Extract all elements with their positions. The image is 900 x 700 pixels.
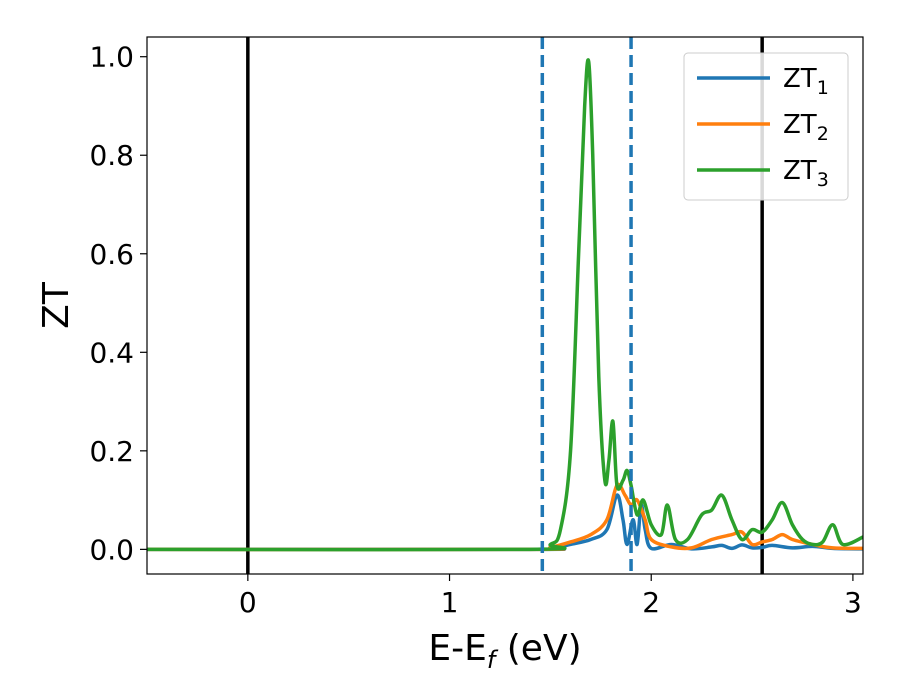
series-line-zt2	[147, 482, 863, 552]
y-tick-label: 0.2	[89, 435, 134, 468]
x-tick-label: 1	[441, 586, 459, 619]
y-tick-label: 1.0	[89, 41, 134, 74]
y-axis-label: ZT	[36, 281, 77, 329]
x-tick-label: 0	[239, 586, 257, 619]
plot-frame	[146, 36, 864, 575]
series-line-zt3	[147, 58, 863, 552]
y-tick-label: 0.0	[89, 533, 134, 566]
legend: ZT1 ZT2 ZT3	[683, 52, 849, 201]
x-tick-label: 2	[642, 586, 660, 619]
axis-ticks: 0 1 2 3 0.0 0.2 0.4 0.6 0.8 1.0	[89, 41, 861, 619]
x-axis-label-suffix: (eV)	[495, 628, 581, 669]
series-line-zt1	[147, 493, 863, 552]
legend-label-zt1: ZT1	[783, 64, 829, 99]
legend-box	[683, 52, 849, 201]
x-axis-label: E-Ef (eV)	[428, 628, 581, 674]
y-tick-label: 0.4	[89, 336, 134, 369]
legend-label-zt2: ZT2	[783, 110, 829, 145]
x-axis-label-main: E-E	[428, 628, 486, 669]
x-tick-label: 3	[844, 586, 862, 619]
y-tick-label: 0.8	[89, 139, 134, 172]
legend-label-zt3: ZT3	[783, 156, 829, 191]
y-tick-label: 0.6	[89, 238, 134, 271]
